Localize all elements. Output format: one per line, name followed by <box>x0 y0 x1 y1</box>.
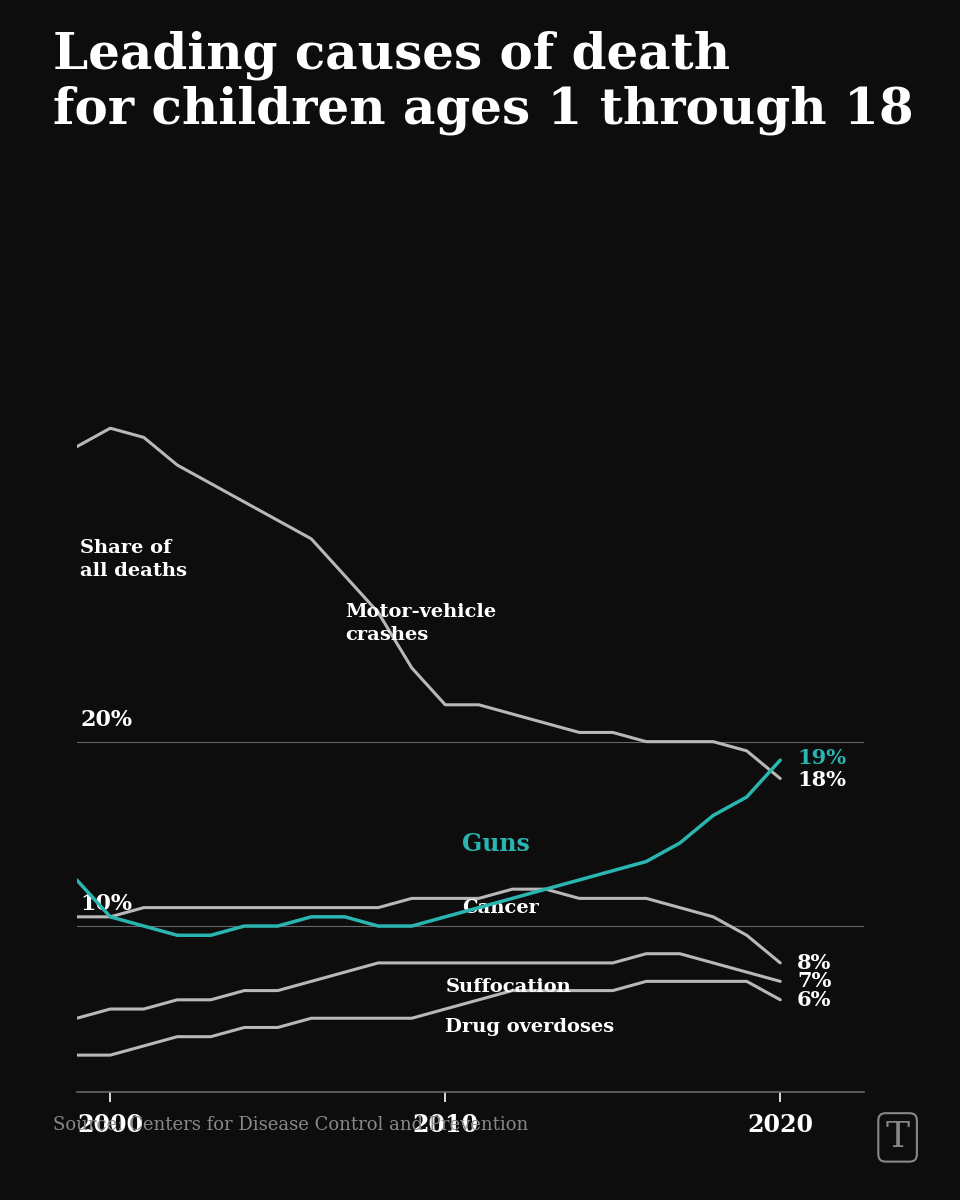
Text: Cancer: Cancer <box>462 899 539 917</box>
Text: 10%: 10% <box>80 893 132 914</box>
Text: T: T <box>885 1121 910 1154</box>
Text: 20%: 20% <box>80 708 132 731</box>
Text: Suffocation: Suffocation <box>445 978 571 996</box>
Text: Leading causes of death
for children ages 1 through 18: Leading causes of death for children age… <box>53 30 913 134</box>
Text: Motor-vehicle
crashes: Motor-vehicle crashes <box>345 604 496 643</box>
Text: 18%: 18% <box>797 770 846 791</box>
Text: 6%: 6% <box>797 990 831 1010</box>
Text: 8%: 8% <box>797 953 831 973</box>
Text: Guns: Guns <box>462 832 530 856</box>
Text: Drug overdoses: Drug overdoses <box>445 1019 614 1037</box>
Text: 7%: 7% <box>797 971 831 991</box>
Text: 19%: 19% <box>797 749 846 768</box>
Text: Share of
all deaths: Share of all deaths <box>80 539 187 581</box>
Text: Source: Centers for Disease Control and Prevention: Source: Centers for Disease Control and … <box>53 1116 528 1134</box>
